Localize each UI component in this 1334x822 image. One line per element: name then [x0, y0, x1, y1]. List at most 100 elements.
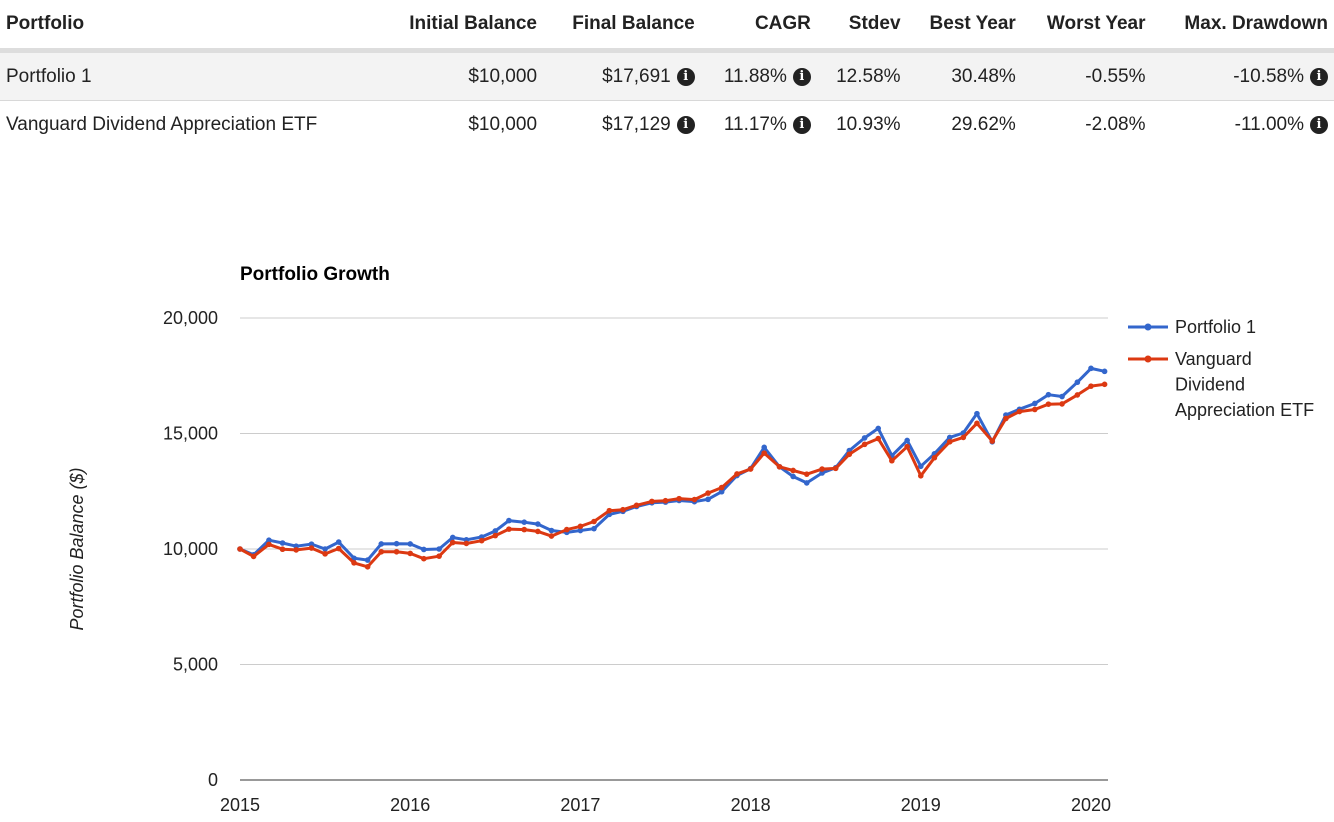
data-point[interactable]: [378, 548, 385, 555]
data-point[interactable]: [351, 560, 357, 566]
data-point[interactable]: [1045, 391, 1052, 398]
info-circle-icon[interactable]: i: [676, 115, 695, 134]
data-point[interactable]: [436, 546, 442, 552]
data-point[interactable]: [421, 555, 427, 562]
data-point[interactable]: [620, 506, 626, 513]
data-point[interactable]: [563, 526, 570, 533]
data-point[interactable]: [577, 527, 584, 534]
data-point[interactable]: [819, 470, 825, 476]
legend-item[interactable]: Vanguard Dividend Appreciation ETF: [1128, 349, 1314, 420]
data-point[interactable]: [776, 463, 783, 470]
data-point[interactable]: [237, 546, 243, 552]
data-point[interactable]: [633, 502, 640, 509]
data-point[interactable]: [904, 437, 910, 444]
header-initial-balance[interactable]: Initial Balance: [379, 0, 544, 53]
info-circle-icon[interactable]: i: [792, 115, 811, 134]
data-point[interactable]: [308, 541, 315, 547]
data-point[interactable]: [761, 444, 768, 451]
data-point[interactable]: [705, 496, 711, 503]
data-point[interactable]: [449, 534, 456, 541]
data-point[interactable]: [1088, 383, 1094, 389]
data-point[interactable]: [946, 439, 953, 445]
data-point[interactable]: [293, 547, 299, 553]
data-point[interactable]: [535, 528, 541, 535]
data-point[interactable]: [691, 496, 698, 503]
data-point[interactable]: [917, 472, 924, 479]
data-point[interactable]: [322, 551, 328, 557]
data-point[interactable]: [889, 457, 895, 464]
data-point[interactable]: [250, 553, 257, 560]
data-point[interactable]: [718, 484, 725, 491]
data-point[interactable]: [705, 490, 711, 496]
data-point[interactable]: [364, 563, 371, 570]
legend[interactable]: Portfolio 1 Vanguard Dividend Appreciation …: [1128, 317, 1314, 420]
data-point[interactable]: [875, 425, 882, 432]
data-point[interactable]: [591, 518, 597, 525]
data-point[interactable]: [790, 473, 796, 480]
info-circle-icon[interactable]: i: [676, 67, 695, 86]
data-point[interactable]: [832, 465, 839, 472]
data-point[interactable]: [1045, 401, 1052, 407]
data-point[interactable]: [761, 450, 768, 456]
data-point[interactable]: [946, 434, 953, 441]
data-point[interactable]: [478, 537, 485, 544]
header-best-year[interactable]: Best Year: [906, 0, 1022, 53]
info-circle-icon[interactable]: i: [1310, 67, 1328, 86]
data-point[interactable]: [279, 546, 286, 553]
header-max-drawdown[interactable]: Max. Drawdown: [1151, 0, 1334, 53]
data-point[interactable]: [436, 553, 442, 559]
data-point[interactable]: [548, 527, 555, 534]
data-point[interactable]: [378, 541, 385, 547]
data-point[interactable]: [803, 471, 810, 477]
data-point[interactable]: [875, 435, 882, 442]
data-point[interactable]: [279, 540, 286, 546]
data-point[interactable]: [989, 438, 996, 444]
header-portfolio[interactable]: Portfolio: [0, 0, 380, 53]
data-point[interactable]: [974, 410, 980, 417]
data-point[interactable]: [904, 443, 910, 450]
header-final-balance[interactable]: Final Balance: [543, 0, 701, 53]
data-point[interactable]: [535, 521, 541, 527]
data-point[interactable]: [407, 541, 413, 547]
data-point[interactable]: [649, 498, 655, 505]
data-point[interactable]: [1074, 392, 1081, 398]
data-point[interactable]: [577, 523, 584, 530]
data-point[interactable]: [1101, 368, 1108, 375]
header-worst-year[interactable]: Worst Year: [1021, 0, 1152, 53]
data-point[interactable]: [819, 466, 825, 472]
data-point[interactable]: [803, 480, 810, 486]
data-point[interactable]: [790, 467, 796, 474]
data-point[interactable]: [1101, 381, 1108, 388]
data-point[interactable]: [606, 507, 613, 514]
data-point[interactable]: [335, 545, 342, 552]
data-point[interactable]: [492, 528, 499, 534]
data-point[interactable]: [506, 517, 512, 524]
data-point[interactable]: [463, 540, 470, 547]
data-point[interactable]: [492, 532, 499, 539]
data-point[interactable]: [407, 550, 413, 557]
data-point[interactable]: [1032, 406, 1038, 413]
data-point[interactable]: [676, 495, 682, 502]
data-point[interactable]: [1016, 408, 1023, 415]
data-point[interactable]: [1059, 401, 1065, 407]
header-cagr[interactable]: CAGR: [700, 0, 817, 53]
data-point[interactable]: [917, 463, 924, 470]
data-point[interactable]: [335, 539, 342, 545]
header-stdev[interactable]: Stdev: [816, 0, 907, 53]
data-point[interactable]: [421, 546, 427, 553]
data-point[interactable]: [591, 525, 597, 532]
data-point[interactable]: [960, 434, 967, 441]
data-point[interactable]: [1074, 379, 1081, 386]
info-circle-icon[interactable]: i: [792, 67, 811, 86]
data-point[interactable]: [734, 471, 740, 477]
data-point[interactable]: [506, 526, 512, 532]
data-point[interactable]: [548, 533, 555, 539]
data-point[interactable]: [861, 435, 868, 441]
data-point[interactable]: [1059, 393, 1065, 400]
data-point[interactable]: [1088, 365, 1094, 372]
data-point[interactable]: [974, 420, 980, 427]
info-circle-icon[interactable]: i: [1310, 115, 1328, 134]
legend-item[interactable]: Portfolio 1: [1128, 317, 1256, 337]
data-point[interactable]: [266, 537, 272, 544]
data-point[interactable]: [308, 545, 315, 551]
